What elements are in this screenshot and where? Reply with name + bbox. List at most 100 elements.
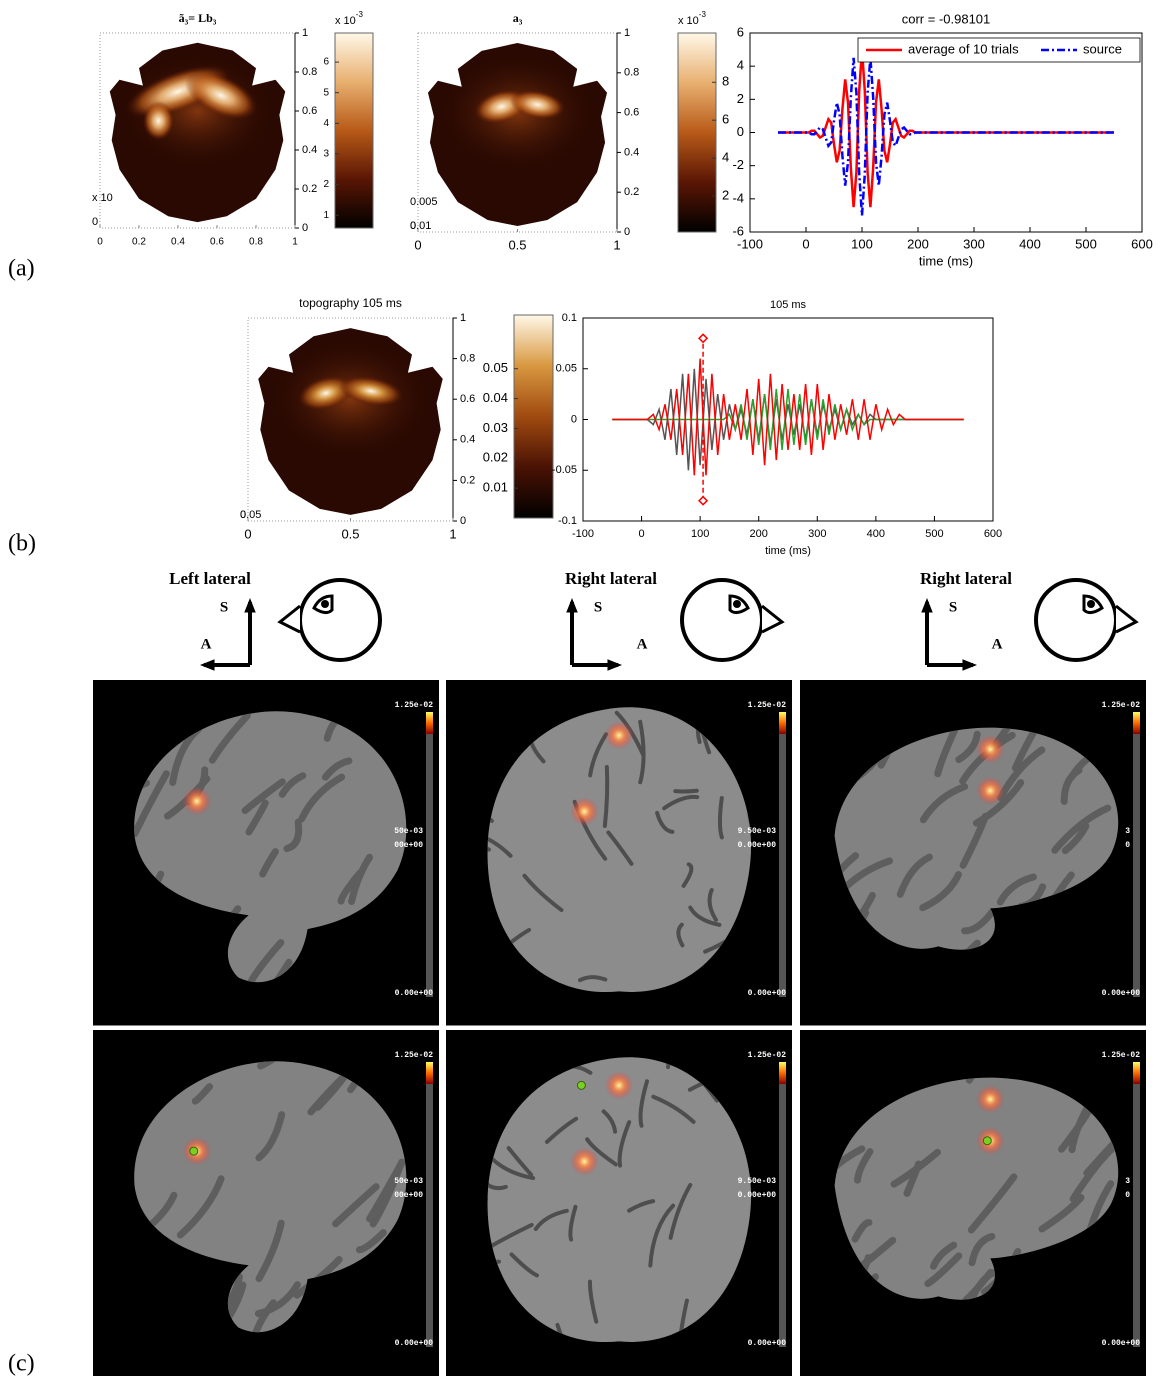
hotspot — [143, 101, 174, 140]
colorbar-label: 50e-03 — [394, 1177, 423, 1186]
colorbar-label: 3 — [1125, 1177, 1130, 1186]
eye-pupil — [1087, 600, 1095, 608]
activation — [605, 721, 633, 749]
arrow-head — [566, 598, 578, 613]
colorbar-track — [426, 1062, 433, 1347]
axis-s-label: S — [220, 599, 228, 615]
brain-panel: 1.25e-02 9.50e-03 0.00e+00 0.00e+00 — [390, 980, 834, 1381]
y-tick-label: -6 — [732, 223, 744, 238]
legend-label: source — [1083, 41, 1122, 56]
y-tick-label: 0.6 — [624, 107, 639, 119]
sulcus — [1144, 994, 1166, 1041]
hotspots — [269, 338, 433, 460]
y-tick-label: 0 — [624, 226, 630, 238]
y-tick-label: -2 — [732, 157, 744, 172]
colorbar-track — [1133, 1062, 1140, 1347]
activation — [976, 777, 1004, 805]
x-tick-label: 0 — [244, 526, 251, 541]
x-tick-label: 200 — [907, 236, 929, 251]
colorbar-hot — [1133, 1062, 1140, 1084]
eye-nose — [1116, 606, 1136, 632]
x-tick-label: 0.4 — [171, 237, 185, 248]
colorbar-label: 0.00e+00 — [395, 989, 434, 998]
figure: (a)(b)(c)ã₃= Lb₃00.20.40.60.8100.20.40.6… — [0, 0, 1166, 1381]
brain-surface — [488, 1057, 752, 1342]
x-tick-label: 400 — [1019, 236, 1041, 251]
colorbar-tick-label: 4 — [323, 118, 329, 129]
y-tick-label: 2 — [737, 91, 744, 106]
y-tick-label: 0 — [302, 222, 308, 234]
axis-a-label: A — [637, 636, 648, 652]
colorbar — [678, 33, 716, 232]
x-tick-label: 0.5 — [341, 526, 359, 541]
eye-head — [1036, 580, 1116, 660]
x-tick-label: 1 — [292, 237, 298, 248]
corner-label: 0.005 — [410, 196, 438, 208]
sulcus — [675, 791, 696, 792]
hotspots — [438, 53, 597, 172]
y-tick-label: 1 — [460, 312, 466, 324]
colorbar-tick-label: 0.01 — [483, 480, 508, 495]
dipole-marker — [983, 1137, 991, 1145]
y-tick-label: 0.1 — [562, 312, 577, 324]
colorbar-track — [426, 712, 433, 997]
cursor-marker — [699, 334, 707, 342]
colorbar-hot — [779, 712, 786, 734]
activation — [570, 1147, 598, 1175]
arrow-head — [921, 598, 933, 613]
eye-head — [300, 580, 380, 660]
cursor-marker — [699, 497, 707, 505]
sulcus — [720, 798, 722, 837]
chart-title: corr = -0.98101 — [902, 11, 991, 26]
colorbar-track — [779, 712, 786, 997]
x-tick-label: 0.6 — [210, 237, 224, 248]
colorbar-tick-label: 2 — [323, 179, 329, 190]
x-tick-label: -100 — [572, 528, 594, 540]
colorbar-label: 1.25e-02 — [1102, 1051, 1141, 1060]
colorbar-label: 9.50e-03 — [738, 1177, 777, 1186]
colorbar-tick-label: 8 — [722, 74, 729, 89]
colorbar-label: 1.25e-02 — [1102, 701, 1141, 710]
colorbar — [514, 315, 553, 518]
colorbar-label: 0 — [1125, 1191, 1130, 1200]
x-tick-label: 400 — [867, 528, 885, 540]
y-tick-label: -0.1 — [558, 515, 577, 527]
axis-s-label: S — [594, 599, 602, 615]
colorbar-hot — [779, 1062, 786, 1084]
brain-panel: 1.25e-02300.00e+00 — [800, 994, 1166, 1376]
x-tick-label: 500 — [1075, 236, 1097, 251]
colorbar-tick-label: 4 — [722, 150, 729, 165]
colorbar-label: x 10-3 — [335, 10, 363, 27]
colorbar-tick-label: 6 — [722, 112, 729, 127]
colorbar-track — [779, 1062, 786, 1347]
colorbar-label: 0.00e+00 — [395, 1339, 434, 1348]
colorbar-label-exponent: -3 — [356, 10, 364, 19]
chart-title: a₃ — [513, 11, 523, 25]
sulcus — [1145, 1073, 1166, 1106]
brain-panel: 1.25e-02 50e-03 00e+00 0.00e+00 — [93, 978, 476, 1376]
x-tick-label: 0 — [639, 528, 645, 540]
x-tick-label: -100 — [737, 236, 763, 251]
y-tick-label: 4 — [737, 58, 744, 73]
x-tick-label: 0.5 — [508, 237, 526, 252]
eye-head — [682, 580, 762, 660]
activation — [570, 797, 598, 825]
y-tick-label: 0 — [737, 124, 744, 139]
x-axis-label: time (ms) — [765, 545, 811, 557]
x-tick-label: 500 — [925, 528, 943, 540]
x-tick-label: 0.8 — [249, 237, 263, 248]
corner-label: x 10 — [92, 192, 113, 204]
colorbar-tick-label: 0.03 — [483, 420, 508, 435]
legend-label: average of 10 trials — [908, 41, 1019, 56]
eye-nose — [280, 606, 300, 632]
colorbar-label: 3 — [1125, 827, 1130, 836]
arrow-head — [200, 659, 215, 671]
colorbar-label: 1.25e-02 — [395, 1051, 434, 1060]
colorbar-label: x 10-3 — [678, 10, 706, 27]
colorbar-label: 0.00e+00 — [748, 989, 787, 998]
colorbar-tick-label: 1 — [323, 210, 329, 221]
colorbar-label: 00e+00 — [394, 1191, 423, 1200]
x-tick-label: 0 — [802, 236, 809, 251]
colorbar-hot — [426, 712, 433, 734]
colorbar-tick-label: 0.05 — [483, 360, 508, 375]
